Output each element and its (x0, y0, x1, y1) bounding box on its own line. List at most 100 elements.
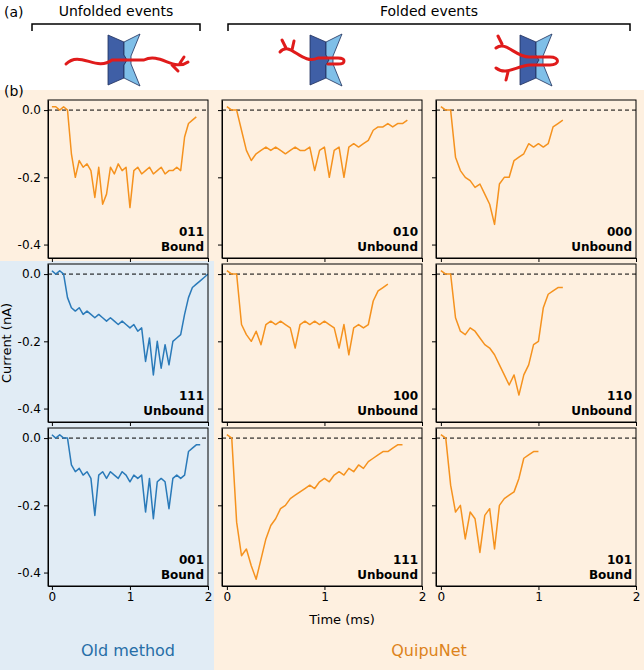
x-axis (223, 422, 423, 426)
tick-label: 2 (419, 590, 427, 604)
plot-area (222, 107, 422, 178)
panel: 010Unbound (218, 100, 423, 262)
plot-area (222, 435, 422, 580)
tick-mark (44, 177, 48, 178)
tick (441, 258, 442, 262)
tick: -0.4 (18, 238, 48, 252)
pore-schematic (496, 34, 558, 86)
tick (227, 422, 228, 426)
tick-mark (218, 177, 222, 178)
tick-mark (422, 422, 423, 426)
method-label: QuipuNet (391, 641, 467, 660)
tick-mark (52, 258, 53, 262)
y-axis (432, 265, 437, 423)
tick-label: 1 (535, 590, 543, 604)
panel: 110Unbound (432, 264, 637, 426)
event-state: Unbound (357, 568, 418, 582)
pore-schematic (66, 34, 188, 86)
tick-mark (218, 110, 222, 111)
tick-label: 2 (633, 590, 641, 604)
tick-mark (432, 573, 436, 574)
panel: 0.0-0.2-0.4011Bound (18, 100, 209, 262)
tick-mark (432, 274, 436, 275)
tick (538, 422, 539, 426)
event-state: Unbound (571, 240, 632, 254)
tick (636, 258, 637, 262)
x-axis (437, 422, 637, 426)
x-axis (49, 422, 209, 426)
panel-background (0, 261, 214, 425)
plot-area (436, 271, 636, 395)
tick-mark (441, 422, 442, 426)
event-code: 001 (179, 553, 204, 567)
tick (218, 409, 222, 410)
baseline (48, 438, 208, 439)
tick-mark (324, 422, 325, 426)
tick (432, 438, 436, 439)
tick (636, 422, 637, 426)
x-axis: 012 (437, 586, 641, 604)
panel: 100Unbound (218, 264, 423, 426)
y-axis: 0.0-0.2-0.4 (18, 265, 49, 423)
baseline (48, 274, 208, 275)
tick (432, 505, 436, 506)
panel-background (214, 90, 429, 261)
plot-frame (48, 264, 208, 422)
tick-mark (44, 505, 48, 506)
tick-label: -0.4 (18, 402, 41, 416)
panel: 012111Unbound (218, 428, 426, 604)
tick: 1 (535, 586, 543, 604)
axis-line (48, 429, 49, 587)
tick-mark (44, 274, 48, 275)
tick-mark (44, 438, 48, 439)
plot-frame (436, 100, 636, 258)
molecule-strand (66, 57, 188, 71)
header: Folded events (380, 3, 478, 19)
tick-mark (432, 409, 436, 410)
current-trace (441, 435, 539, 553)
tick: -0.4 (18, 566, 48, 580)
axis-line (437, 586, 637, 587)
current-trace (227, 107, 407, 178)
panel-background (0, 425, 214, 670)
tick (432, 409, 436, 410)
baseline (222, 274, 422, 275)
tick (441, 422, 442, 426)
tick (538, 258, 539, 262)
x-axis (437, 258, 637, 262)
current-trace (227, 271, 388, 355)
panel: 0.0-0.2-0.4111Unbound (18, 264, 209, 426)
x-axis: 012 (49, 586, 213, 604)
tick: 2 (419, 586, 427, 604)
panel-letter: (a) (4, 4, 24, 20)
tick-label: -0.2 (18, 171, 41, 185)
tick (218, 573, 222, 574)
tick-mark (227, 422, 228, 426)
plot-frame (222, 100, 422, 258)
tick (324, 258, 325, 262)
current-trace (441, 107, 563, 225)
header: Unfolded events (59, 3, 174, 19)
panel-background (429, 261, 644, 425)
panel-letter: (b) (4, 83, 24, 99)
tick-mark (227, 258, 228, 262)
x-axis: 012 (223, 586, 427, 604)
tick-mark (208, 258, 209, 262)
y-axis (218, 101, 223, 259)
tick-label: 0 (49, 590, 57, 604)
tick-mark (44, 573, 48, 574)
tick-label: -0.2 (18, 335, 41, 349)
panel-background (429, 90, 644, 261)
event-state: Unbound (571, 404, 632, 418)
event-code: 101 (607, 553, 632, 567)
y-axis (432, 101, 437, 259)
tick (432, 341, 436, 342)
tick-mark (432, 505, 436, 506)
tick-mark (422, 258, 423, 262)
pore-schematic (280, 34, 344, 86)
baseline (436, 110, 636, 111)
tick: 2 (205, 586, 213, 604)
bracket (228, 24, 630, 31)
event-state: Bound (161, 568, 204, 582)
axis-line (222, 101, 223, 259)
